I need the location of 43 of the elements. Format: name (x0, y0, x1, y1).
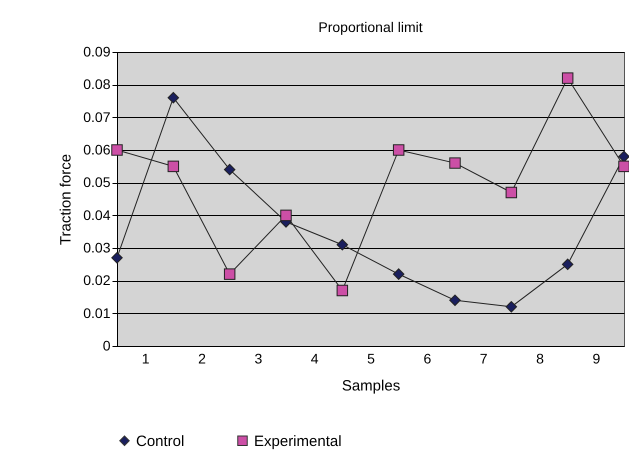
point (168, 92, 180, 104)
point (111, 144, 123, 156)
point (168, 160, 180, 172)
y-tick-label: 0 (102, 338, 111, 354)
y-tick-label: 0.05 (83, 174, 111, 190)
x-tick-label: 4 (310, 350, 319, 366)
y-tick-label: 0.07 (83, 108, 111, 125)
point (562, 258, 574, 270)
point (392, 144, 404, 156)
point (224, 268, 236, 280)
y-axis-title: Traction force (57, 154, 74, 246)
chart-title: Proportional limit (318, 19, 423, 35)
y-tick-label: 0.08 (83, 76, 111, 92)
x-tick-label: 1 (142, 350, 150, 366)
point (336, 238, 348, 250)
y-tick-label: 0.04 (83, 206, 111, 223)
point (618, 150, 629, 162)
point (449, 294, 461, 306)
point (224, 164, 236, 176)
y-tick-label: 0.02 (83, 272, 111, 288)
x-tick-label: 7 (480, 350, 488, 366)
point (506, 301, 518, 313)
legend-label: Control (136, 432, 184, 450)
x-tick-label: 8 (536, 350, 544, 366)
x-tick-label: 3 (254, 350, 262, 366)
legend-label: Experimental (254, 432, 342, 450)
y-tick-label: 0.09 (83, 44, 111, 60)
x-tick-label: 9 (592, 350, 600, 366)
point (618, 160, 629, 172)
point (280, 210, 292, 222)
point (111, 252, 123, 264)
point (449, 157, 461, 169)
point (392, 268, 404, 280)
x-tick-label: 2 (198, 350, 206, 366)
point (506, 186, 518, 198)
y-tick-label: 0.03 (83, 240, 111, 256)
x-axis-title: Samples (342, 378, 400, 394)
x-tick-label: 5 (367, 350, 376, 366)
x-tick-label: 6 (423, 350, 432, 366)
point (562, 72, 574, 84)
y-tick-label: 0.06 (83, 142, 111, 158)
point (336, 284, 348, 296)
y-tick-label: 0.01 (83, 304, 111, 321)
